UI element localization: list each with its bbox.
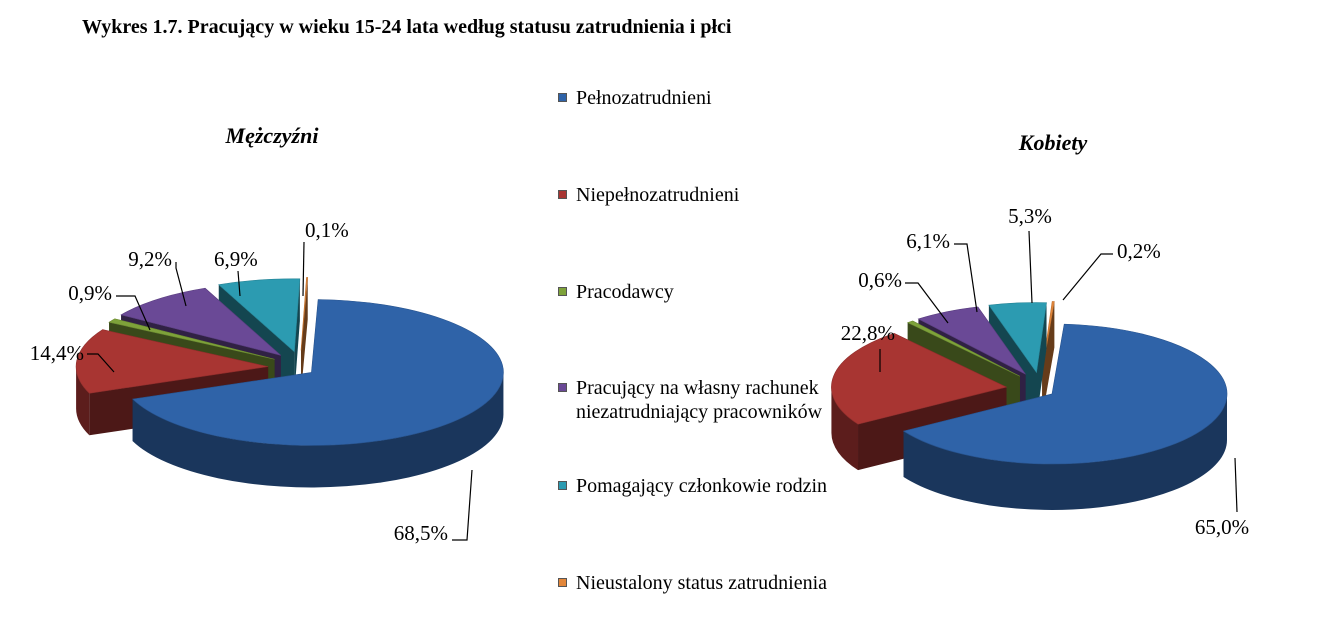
leader-line <box>175 262 187 307</box>
pie-chart: Kobiety 65,0% 22,8% 0,6%6,1% 5,3% 0,2% <box>831 130 1249 539</box>
data-label: 0,9% <box>68 281 112 305</box>
legend-label: Pracodawcy <box>576 281 674 303</box>
data-label: 5,3% <box>1008 204 1052 228</box>
pie-chart: Mężczyźni 68,5% 14,4% 0,9% 9,2% 6,9% 0,1% <box>30 123 504 545</box>
leader-line <box>954 243 978 313</box>
legend-item: Pracodawcy <box>558 280 858 304</box>
legend-swatch <box>558 578 567 587</box>
pie-slice <box>902 323 1228 510</box>
pie-slice <box>831 333 1008 471</box>
leader-line <box>1234 457 1238 513</box>
legend-item: Pracujący na własny rachunek niezatrudni… <box>558 376 858 424</box>
data-label: 0,1% <box>305 218 349 242</box>
legend-item: Niepełnozatrudnieni <box>558 183 858 207</box>
legend-label: Pomagający członkowie rodzin <box>576 475 828 497</box>
leader-line <box>237 270 241 297</box>
legend-swatch <box>558 287 567 296</box>
chart-title: Wykres 1.7. Pracujący w wieku 15-24 lata… <box>82 16 732 38</box>
pie-title: Mężczyźni <box>225 123 320 148</box>
data-label: 6,1% <box>906 229 950 253</box>
data-label: 0,2% <box>1117 239 1161 263</box>
data-label: 22,8% <box>841 321 895 345</box>
leader-line <box>905 282 949 324</box>
legend-swatch <box>558 481 567 490</box>
legend-swatch <box>558 93 567 102</box>
legend-label: Pełnozatrudnieni <box>576 87 712 109</box>
pie-title: Kobiety <box>1018 130 1088 155</box>
leader-line <box>87 353 115 373</box>
legend-item: Pomagający członkowie rodzin <box>558 474 858 498</box>
legend-swatch <box>558 383 567 392</box>
pie-slice <box>300 277 309 393</box>
leader-line <box>1028 230 1033 304</box>
data-label: 14,4% <box>30 341 84 365</box>
data-label: 0,6% <box>858 268 902 292</box>
leader-line <box>452 469 473 541</box>
legend-item: Pełnozatrudnieni <box>558 86 858 110</box>
data-label: 9,2% <box>128 247 172 271</box>
leader-line <box>302 241 305 297</box>
leader-line <box>1062 253 1113 301</box>
data-label: 68,5% <box>394 521 448 545</box>
legend-swatch <box>558 190 567 199</box>
legend-label: Niepełnozatrudnieni <box>576 184 740 206</box>
data-label: 65,0% <box>1195 515 1249 539</box>
pie-slice <box>132 299 504 488</box>
legend-label: Nieustalony status zatrudnienia <box>576 572 828 594</box>
legend-label: Pracujący na własny rachunek niezatrudni… <box>576 377 823 423</box>
data-label: 6,9% <box>214 247 258 271</box>
leader-line <box>116 295 151 331</box>
legend-item: Nieustalony status zatrudnienia <box>558 571 858 595</box>
